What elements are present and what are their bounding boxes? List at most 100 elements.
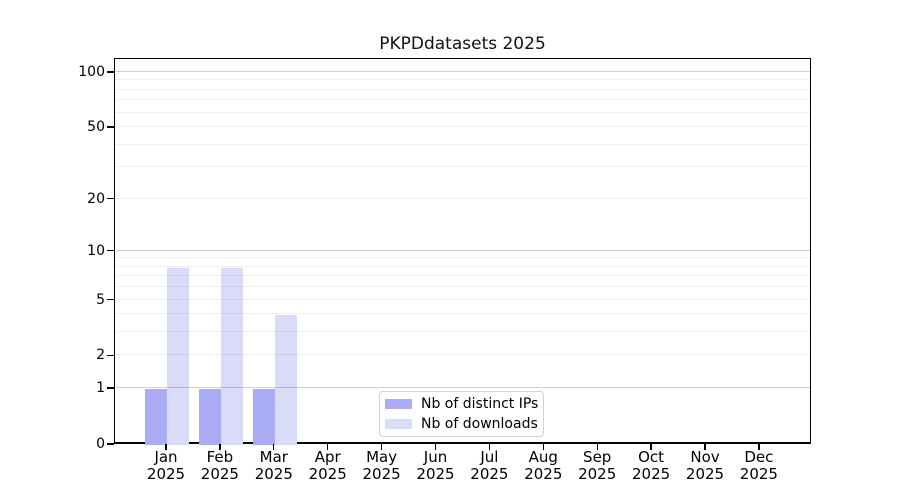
gridline-minor-9	[115, 257, 810, 259]
gridline-minor-2	[115, 354, 810, 356]
x-tick-mark-aug	[542, 444, 544, 450]
x-tick-mark-jul	[488, 444, 491, 450]
x-tick-year-dec: 2025	[739, 465, 778, 483]
y-tick-label-2: 2	[96, 347, 105, 364]
x-tick-mark-sep	[596, 444, 598, 450]
legend-label-downloads: Nb of downloads	[421, 415, 538, 432]
gridline-major-1	[115, 387, 810, 389]
x-tick-mark-jan	[165, 444, 167, 450]
gridline-major-100	[115, 71, 810, 72]
legend-label-distinct-ips: Nb of distinct IPs	[421, 395, 539, 412]
gridline-major-10	[115, 249, 810, 251]
x-tick-year-sep: 2025	[578, 465, 617, 483]
x-tick-year-jan: 2025	[146, 465, 186, 483]
x-tick-month-aug: Aug	[528, 448, 558, 466]
y-tick-mark-100	[107, 71, 114, 73]
gridline-minor-8	[115, 265, 810, 267]
x-tick-label-jan: Jan 2025	[126, 449, 206, 483]
x-tick-month-jun: Jun	[423, 448, 448, 466]
gridline-minor-20	[115, 197, 810, 199]
x-tick-year-aug: 2025	[524, 465, 563, 483]
x-tick-mark-jun	[434, 444, 437, 450]
gridline-minor-30	[115, 166, 810, 168]
x-tick-year-feb: 2025	[200, 465, 239, 483]
gridlines-layer	[115, 59, 810, 442]
x-tick-mark-feb	[219, 444, 221, 450]
x-tick-year-jul: 2025	[470, 465, 509, 483]
gridline-minor-40	[115, 143, 810, 145]
x-tick-month-sep: Sep	[583, 448, 612, 466]
gridline-minor-90	[115, 79, 810, 81]
bar-distinct-ips-mar	[252, 389, 275, 445]
x-tick-month-jan: Jan	[154, 448, 178, 466]
y-tick-mark-20	[107, 197, 114, 200]
x-tick-month-feb: Feb	[206, 448, 234, 466]
x-tick-mark-apr	[327, 444, 329, 450]
x-tick-label-jun: Jun 2025	[396, 449, 476, 483]
x-tick-month-oct: Oct	[638, 448, 665, 466]
x-tick-mark-may	[380, 444, 383, 450]
legend-swatch-distinct-ips	[385, 399, 412, 409]
bar-distinct-ips-jan	[145, 389, 167, 445]
y-tick-mark-0	[107, 443, 114, 445]
x-tick-label-mar: Mar 2025	[234, 449, 314, 483]
x-tick-label-nov: Nov 2025	[665, 449, 745, 483]
gridline-minor-50	[115, 126, 810, 128]
y-tick-label-0: 0	[96, 436, 105, 452]
y-tick-label-10: 10	[87, 242, 105, 259]
x-tick-label-dec: Dec 2025	[719, 449, 799, 483]
plot-area	[114, 58, 811, 445]
x-tick-mark-nov	[704, 444, 706, 450]
gridline-minor-5	[115, 298, 810, 300]
gridline-minor-3	[115, 331, 810, 333]
gridline-minor-80	[115, 88, 810, 90]
y-tick-mark-50	[107, 126, 114, 128]
legend: Nb of distinct IPs Nb of downloads	[379, 391, 544, 437]
x-tick-mark-dec	[758, 444, 760, 450]
x-tick-year-may: 2025	[362, 465, 401, 483]
x-tick-year-oct: 2025	[632, 465, 671, 483]
bar-downloads-jan	[167, 267, 189, 445]
x-tick-year-jun: 2025	[416, 465, 455, 483]
legend-item-downloads: Nb of downloads	[385, 415, 538, 433]
bar-distinct-ips-feb	[198, 389, 221, 445]
x-tick-label-apr: Apr 2025	[288, 449, 368, 483]
y-tick-mark-1	[107, 387, 114, 389]
x-tick-label-feb: Feb 2025	[180, 449, 260, 483]
gridline-minor-4	[115, 313, 810, 315]
x-tick-label-may: May 2025	[342, 449, 422, 483]
x-tick-month-mar: Mar	[259, 448, 288, 466]
bar-downloads-feb	[220, 267, 243, 445]
x-tick-year-nov: 2025	[685, 465, 725, 483]
y-tick-label-5: 5	[96, 291, 105, 308]
x-tick-mark-oct	[650, 444, 652, 450]
x-tick-month-dec: Dec	[744, 448, 774, 466]
y-tick-label-100: 100	[78, 64, 105, 80]
x-tick-label-sep: Sep 2025	[557, 449, 637, 483]
bar-downloads-mar	[274, 315, 297, 445]
gridline-minor-7	[115, 275, 810, 277]
legend-item-distinct-ips: Nb of distinct IPs	[385, 395, 539, 413]
legend-swatch-downloads	[385, 419, 412, 429]
y-tick-label-1: 1	[96, 380, 105, 397]
gridline-minor-6	[115, 286, 810, 288]
y-tick-mark-10	[107, 250, 114, 252]
y-tick-label-50: 50	[87, 119, 105, 136]
x-tick-year-apr: 2025	[308, 465, 347, 483]
x-tick-mark-mar	[273, 444, 275, 450]
x-tick-label-jul: Jul 2025	[449, 449, 529, 483]
x-tick-month-apr: Apr	[314, 448, 341, 466]
gridline-minor-70	[115, 99, 810, 101]
x-tick-label-oct: Oct 2025	[611, 449, 691, 483]
x-tick-month-may: May	[366, 448, 398, 466]
gridline-minor-60	[115, 111, 810, 113]
x-tick-month-nov: Nov	[690, 448, 720, 466]
chart-title: PKPDdatasets 2025	[379, 34, 546, 54]
y-tick-label-20: 20	[87, 190, 105, 207]
x-tick-month-jul: Jul	[480, 448, 499, 466]
y-tick-mark-5	[107, 298, 114, 301]
x-tick-year-mar: 2025	[254, 465, 293, 483]
x-tick-label-aug: Aug 2025	[503, 449, 583, 483]
y-tick-mark-2	[107, 354, 114, 357]
